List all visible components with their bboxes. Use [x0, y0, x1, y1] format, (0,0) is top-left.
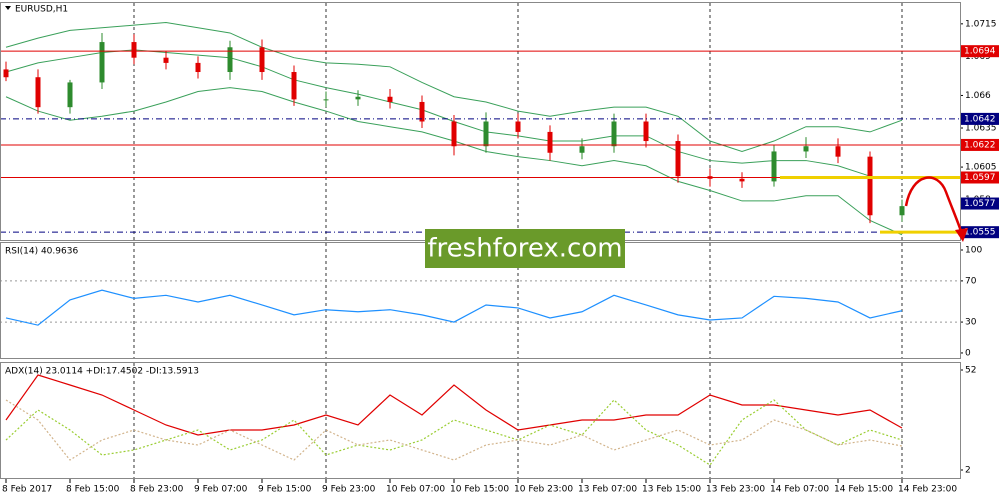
- candle-body: [163, 57, 169, 63]
- candle-body: [515, 121, 521, 132]
- level-label-box: [961, 112, 999, 125]
- x-tick-label: 14 Feb 07:00: [770, 485, 829, 495]
- title-marker: [5, 6, 11, 10]
- candle-body: [739, 178, 745, 182]
- x-tick-label: 13 Feb 07:00: [578, 485, 637, 495]
- x-tick-label: 14 Feb 23:00: [898, 485, 957, 495]
- candle-body: [227, 47, 233, 73]
- candle-body: [67, 82, 73, 108]
- candle-body: [835, 146, 841, 157]
- adx-title: ADX(14) 23.0114 +DI:17.4502 -DI:13.5913: [5, 367, 199, 377]
- x-tick-label: 9 Feb 15:00: [258, 485, 312, 495]
- level-label: 1.0597: [964, 173, 996, 183]
- candle-body: [259, 47, 265, 73]
- candle-body: [579, 146, 585, 153]
- x-tick-label: 8 Feb 2017: [2, 485, 52, 495]
- candle-body: [547, 131, 553, 153]
- level-label-box: [961, 45, 999, 58]
- y-tick-label: 1.0605: [965, 163, 997, 173]
- y-tick-label: 2: [965, 466, 971, 476]
- candle-body: [195, 62, 201, 73]
- candle-body: [387, 96, 393, 102]
- adx-frame: [0, 362, 961, 479]
- candle-body: [3, 69, 9, 78]
- forecast-arrow: [904, 176, 964, 235]
- x-tick-label: 10 Feb 23:00: [514, 485, 573, 495]
- x-tick-label: 10 Feb 07:00: [386, 485, 445, 495]
- series-line: [5, 289, 903, 326]
- candle-body: [355, 96, 361, 100]
- x-tick-label: 13 Feb 15:00: [642, 485, 701, 495]
- candle-body: [867, 156, 873, 216]
- x-tick-label: 8 Feb 15:00: [66, 485, 120, 495]
- level-label: 1.0555: [964, 228, 996, 238]
- candle-body: [291, 72, 297, 100]
- chart-title: EURUSD,H1: [15, 5, 68, 15]
- candle-body: [643, 121, 649, 142]
- candle-body: [131, 42, 137, 58]
- level-label: 1.0694: [964, 47, 996, 57]
- y-tick-label: 1.0635: [965, 124, 997, 134]
- candle-body: [99, 42, 105, 83]
- series-line: [5, 374, 903, 436]
- candle-body: [323, 99, 329, 101]
- level-label: 1.0642: [964, 114, 996, 124]
- y-tick-label: 52: [965, 366, 976, 376]
- candle-body: [483, 121, 489, 147]
- price-label-box: [961, 197, 999, 210]
- candle-body: [899, 206, 905, 216]
- candle-body: [451, 121, 457, 147]
- x-tick-label: 10 Feb 15:00: [450, 485, 509, 495]
- y-tick-label: 1.0715: [965, 19, 997, 29]
- candle-body: [419, 101, 425, 122]
- x-tick-label: 13 Feb 23:00: [706, 485, 765, 495]
- y-tick-label: 100: [965, 246, 982, 256]
- level-label: 1.0622: [964, 140, 996, 150]
- level-label-box: [961, 171, 999, 184]
- series-line: [5, 399, 903, 466]
- x-tick-label: 14 Feb 15:00: [834, 485, 893, 495]
- candle-body: [611, 121, 617, 147]
- watermark-box: [425, 229, 625, 268]
- forecast-arrowhead: [955, 228, 968, 242]
- y-tick-label: 0: [965, 348, 971, 358]
- y-tick-label: 30: [965, 318, 977, 328]
- x-tick-label: 8 Feb 23:00: [130, 485, 184, 495]
- series-line: [5, 22, 903, 152]
- rsi-title: RSI(14) 40.9636: [5, 247, 78, 257]
- price-label: 1.0577: [964, 199, 996, 209]
- y-tick-label: 70: [965, 276, 977, 286]
- level-label-box: [961, 226, 999, 239]
- plot-layer: 8 Feb 2017 8 Feb 15:00 8 Feb 23:00 9 Feb 07…: [0, 3, 999, 495]
- candle-body: [771, 151, 777, 182]
- candle-body: [35, 77, 41, 108]
- level-label-box: [961, 138, 999, 151]
- candle-body: [675, 141, 681, 177]
- candle-body: [803, 146, 809, 152]
- y-tick-label: 1.066: [965, 91, 991, 101]
- watermark: freshforex.com: [427, 234, 622, 264]
- x-tick-label: 9 Feb 07:00: [194, 485, 248, 495]
- x-tick-label: 9 Feb 23:00: [322, 485, 376, 495]
